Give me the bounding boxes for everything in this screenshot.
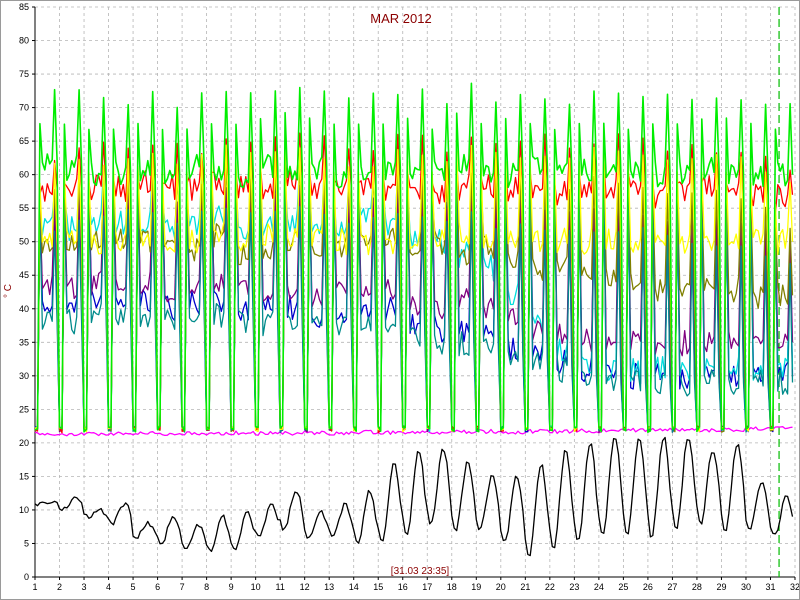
x-tick-label-17: 18 (447, 582, 457, 592)
y-tick-label-9: 45 (19, 270, 29, 280)
y-tick-label-5: 25 (19, 404, 29, 414)
y-tick-label-3: 15 (19, 471, 29, 481)
x-tick-label-15: 16 (398, 582, 408, 592)
x-tick-label-23: 24 (594, 582, 604, 592)
chart-title: MAR 2012 (370, 11, 431, 26)
x-tick-label-2: 3 (82, 582, 87, 592)
x-tick-label-13: 14 (349, 582, 359, 592)
y-tick-label-2: 10 (19, 505, 29, 515)
y-tick-label-8: 40 (19, 304, 29, 314)
x-tick-label-29: 30 (741, 582, 751, 592)
series-line-9 (34, 436, 794, 557)
x-tick-label-27: 28 (692, 582, 702, 592)
x-tick-label-7: 8 (204, 582, 209, 592)
x-tick-label-3: 4 (106, 582, 111, 592)
series-line-0 (34, 82, 794, 434)
y-tick-label-7: 35 (19, 337, 29, 347)
x-tick-label-20: 21 (520, 582, 530, 592)
x-tick-label-21: 22 (545, 582, 555, 592)
x-tick-label-11: 12 (300, 582, 310, 592)
x-tick-label-6: 7 (180, 582, 185, 592)
x-tick-label-26: 27 (667, 582, 677, 592)
y-tick-label-10: 50 (19, 237, 29, 247)
x-tick-label-12: 13 (324, 582, 334, 592)
x-tick-label-14: 15 (373, 582, 383, 592)
x-tick-label-31: 32 (790, 582, 799, 592)
x-tick-label-24: 25 (618, 582, 628, 592)
x-tick-label-5: 6 (155, 582, 160, 592)
y-tick-label-1: 5 (24, 538, 29, 548)
y-tick-label-14: 70 (19, 103, 29, 113)
x-tick-label-28: 29 (716, 582, 726, 592)
y-tick-label-4: 20 (19, 438, 29, 448)
y-tick-label-6: 30 (19, 371, 29, 381)
series-line-8 (34, 426, 793, 437)
series-group (34, 82, 794, 557)
x-tick-label-9: 10 (251, 582, 261, 592)
y-tick-label-13: 65 (19, 136, 29, 146)
y-axis-label: ° C (3, 284, 14, 298)
x-tick-label-4: 5 (131, 582, 136, 592)
x-tick-label-8: 9 (229, 582, 234, 592)
x-tick-label-18: 19 (471, 582, 481, 592)
grid (35, 6, 796, 577)
y-tick-label-0: 0 (24, 572, 29, 582)
x-tick-label-30: 31 (765, 582, 775, 592)
x-tick-label-25: 26 (643, 582, 653, 592)
y-tick-label-11: 55 (19, 203, 29, 213)
x-tick-label-16: 17 (422, 582, 432, 592)
x-tick-label-1: 2 (57, 582, 62, 592)
y-tick-label-16: 80 (19, 36, 29, 46)
y-tick-label-17: 85 (19, 2, 29, 12)
x-tick-label-22: 23 (569, 582, 579, 592)
y-tick-label-15: 75 (19, 69, 29, 79)
x-tick-label-10: 11 (275, 582, 284, 592)
x-tick-label-19: 20 (496, 582, 506, 592)
timestamp-label: [31.03 23:35] (391, 566, 450, 577)
x-tick-label-0: 1 (32, 582, 37, 592)
y-tick-label-12: 60 (19, 170, 29, 180)
